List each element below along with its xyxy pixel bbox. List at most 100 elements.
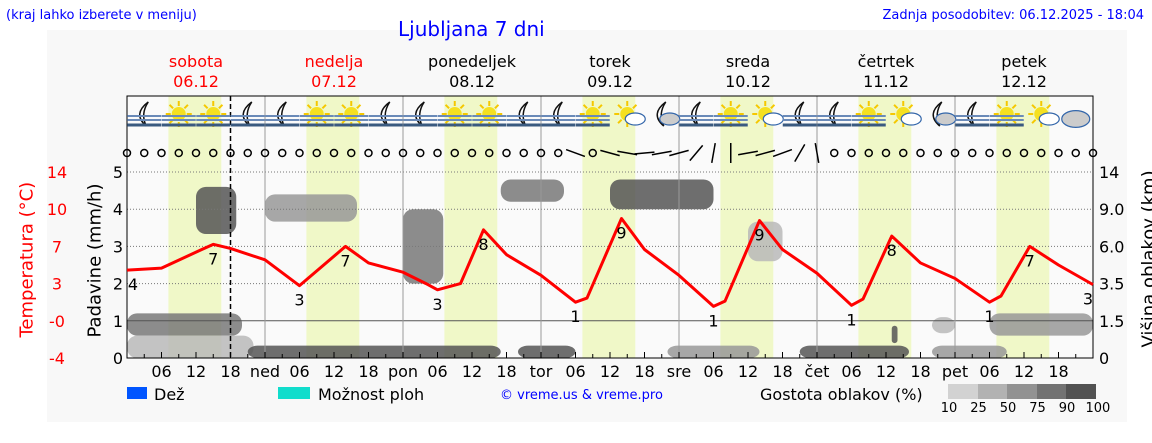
calm-wind-icon	[554, 148, 563, 158]
wind-barb-icon	[794, 143, 806, 163]
sun-cloud-icon	[1028, 101, 1060, 127]
cloud-shape	[659, 112, 681, 126]
x-tick-label: 18	[772, 362, 792, 381]
cloud-density-level-label: 100	[1085, 401, 1111, 416]
x-tick-label: ned	[250, 362, 280, 381]
calm-wind-icon	[226, 148, 235, 158]
sun-ray	[306, 104, 312, 110]
x-tick-label: sre	[667, 362, 691, 381]
precip-tick-label: 2	[113, 275, 123, 294]
sun-ray	[617, 118, 623, 124]
day-date: 07.12	[311, 72, 357, 91]
calm-wind-icon	[1088, 148, 1098, 158]
wind-barb-icon	[711, 143, 716, 163]
cloudy-icon	[1061, 109, 1091, 128]
calm-wind-icon	[847, 148, 856, 158]
sun-ray	[755, 118, 761, 124]
x-tick-label: 18	[1048, 362, 1068, 381]
temperature-tick-label: -4	[49, 349, 65, 368]
sun-fog-icon	[161, 101, 196, 127]
cloud-patch	[196, 186, 237, 234]
moon-fog-icon	[127, 101, 162, 127]
sun-fog-icon	[196, 101, 231, 127]
sun-fog-icon	[989, 101, 1024, 127]
temperature-value-label: 8	[887, 241, 897, 260]
sun-disc	[585, 107, 600, 121]
sun-cloud-icon	[890, 101, 922, 127]
calm-wind-icon	[485, 148, 494, 158]
calm-wind-icon	[830, 148, 839, 158]
x-tick-label: 12	[600, 362, 620, 381]
x-tick-label: 06	[151, 362, 171, 381]
cloud-patch	[127, 335, 254, 358]
calm-wind-icon	[502, 148, 511, 158]
wind-barb-icon	[755, 149, 776, 157]
temperature-tick-label: 10	[47, 200, 67, 219]
calm-wind-icon	[985, 148, 994, 158]
calm-wind-icon	[1054, 148, 1063, 158]
temperature-value-label: 7	[208, 249, 218, 268]
sun-cloud-icon	[752, 101, 784, 127]
cloud-patch	[667, 345, 760, 358]
cloud-height-tick-label: 0	[1099, 349, 1109, 368]
sun-ray	[183, 104, 189, 110]
sun-ray	[459, 104, 465, 110]
sun-ray	[770, 104, 776, 110]
day-date: 12.12	[1001, 72, 1047, 91]
cloud-shape	[624, 112, 646, 126]
wind-barb-icon	[772, 148, 793, 158]
moon-fog-icon	[541, 101, 576, 127]
sun-ray	[168, 104, 174, 110]
sun-cloud-icon	[614, 101, 646, 127]
sun-disc	[344, 107, 359, 121]
temperature-axis-label: Temperatura (°C)	[16, 181, 38, 338]
x-tick-label: 06	[979, 362, 999, 381]
precip-tick-label: 0	[113, 349, 123, 368]
moon-fog-icon	[230, 101, 265, 127]
day-name: nedelja	[304, 52, 364, 71]
sun-ray	[356, 104, 362, 110]
calm-wind-icon	[364, 148, 373, 158]
chart-title: Ljubljana 7 dni	[398, 17, 545, 41]
cloud-shape	[1061, 109, 1091, 128]
moon-cloud-icon	[656, 101, 681, 127]
x-tick-label: čet	[805, 362, 830, 381]
temperature-value-label: 1	[984, 307, 994, 326]
temperature-value-label: 4	[128, 275, 138, 294]
temperature-tick-label: -0	[49, 312, 65, 331]
calm-wind-icon	[329, 148, 339, 158]
temperature-value-label: 9	[754, 226, 764, 245]
calm-wind-icon	[347, 148, 356, 158]
daylight-band	[306, 96, 360, 358]
cloud-shape	[935, 112, 957, 126]
precip-tick-label: 3	[113, 237, 123, 256]
cloud-density-level-label: 90	[1058, 401, 1076, 416]
wind-barb-icon	[600, 149, 620, 157]
day-header: sobota 06.12	[136, 52, 256, 92]
moon-cloud-icon	[932, 101, 957, 127]
rain-legend-swatch	[127, 387, 147, 399]
cloud-density-level-label: 25	[970, 401, 987, 416]
cloud-patch	[127, 313, 242, 336]
x-tick-label: 18	[358, 362, 378, 381]
day-date: 06.12	[173, 72, 219, 91]
temperature-tick-label: 3	[52, 275, 62, 294]
cloud-shape	[1038, 112, 1060, 126]
precip-axis-label: Padavine (mm/h)	[84, 183, 106, 338]
calm-wind-icon	[122, 148, 132, 158]
sun-ray	[1046, 104, 1052, 110]
temperature-value-label: 3	[294, 291, 304, 310]
cloud-shape	[762, 112, 784, 126]
x-tick-label: 18	[910, 362, 930, 381]
cloud-patch	[748, 221, 783, 262]
calm-wind-icon	[536, 148, 546, 158]
cloud-patch	[247, 345, 501, 358]
cloud-density-swatch	[1036, 384, 1066, 399]
sun-ray	[203, 104, 209, 110]
copyright-link[interactable]: © vreme.us & vreme.pro	[500, 388, 663, 403]
wind-barb-icon	[651, 150, 672, 156]
rain-legend-label: Dež	[154, 385, 185, 404]
calm-wind-icon	[433, 148, 442, 158]
sun-disc	[999, 107, 1014, 121]
